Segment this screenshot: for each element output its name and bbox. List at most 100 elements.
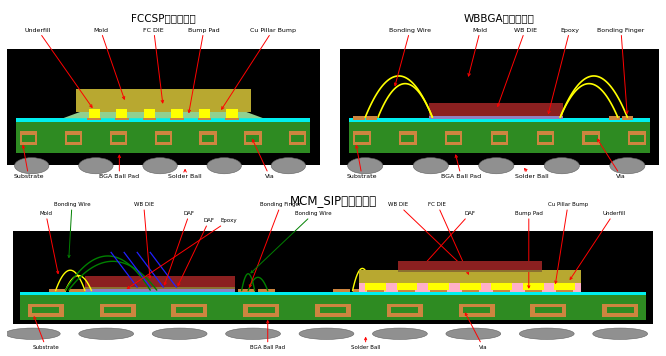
Bar (399, 131, 402, 145)
Bar (315, 304, 351, 307)
Bar (556, 290, 573, 292)
Bar (459, 304, 464, 317)
Bar (258, 289, 275, 293)
Bar (80, 131, 82, 145)
Bar (20, 142, 37, 145)
Bar (387, 304, 423, 307)
Ellipse shape (15, 158, 49, 174)
Bar (399, 131, 417, 135)
Polygon shape (63, 107, 263, 118)
Bar (87, 118, 101, 120)
Bar (582, 142, 600, 145)
Text: Mold: Mold (93, 28, 125, 99)
Text: FC DIE: FC DIE (428, 202, 469, 274)
Bar (399, 142, 417, 145)
Bar (582, 131, 585, 145)
Text: Solder Ball: Solder Ball (515, 169, 548, 179)
Bar (116, 109, 127, 118)
Text: Epoxy: Epoxy (127, 218, 237, 288)
Bar (143, 118, 157, 120)
Bar (353, 116, 364, 120)
Bar (170, 118, 184, 120)
Text: Mold: Mold (468, 28, 488, 76)
Text: WB DIE: WB DIE (134, 202, 154, 278)
Text: Bonding Finger: Bonding Finger (249, 202, 301, 287)
Text: Solder Ball: Solder Ball (351, 337, 380, 350)
Bar (49, 289, 66, 293)
Ellipse shape (348, 158, 383, 174)
Bar (398, 290, 416, 292)
Bar (226, 109, 238, 118)
Text: BGA Ball Pad: BGA Ball Pad (250, 321, 285, 350)
Bar (198, 118, 211, 120)
Bar (28, 304, 33, 317)
Bar (366, 116, 378, 120)
Bar (428, 283, 449, 290)
Bar (530, 304, 566, 307)
Text: MCM_SIP封装示意图: MCM_SIP封装示意图 (290, 194, 376, 207)
Bar (289, 142, 306, 145)
Bar (171, 304, 207, 307)
Bar (155, 142, 172, 145)
Bar (628, 142, 646, 145)
Bar (352, 289, 370, 293)
Text: Underfill: Underfill (570, 211, 625, 279)
Bar (100, 313, 136, 317)
Bar (110, 142, 127, 145)
Ellipse shape (544, 158, 579, 174)
Bar (346, 304, 351, 317)
Text: WB DIE: WB DIE (498, 28, 537, 106)
Bar (491, 131, 493, 145)
Ellipse shape (143, 158, 177, 174)
Bar (340, 49, 659, 165)
Text: Cu Pillar Bump: Cu Pillar Bump (222, 28, 296, 109)
Bar (460, 131, 462, 145)
Bar (65, 131, 67, 145)
Bar (225, 118, 239, 120)
Text: Via: Via (466, 313, 488, 350)
Bar (418, 304, 423, 317)
Text: Bonding Wire: Bonding Wire (251, 211, 332, 273)
Ellipse shape (79, 158, 113, 174)
Bar (110, 131, 112, 145)
Bar (214, 131, 216, 145)
Bar (274, 304, 279, 317)
Bar (506, 131, 508, 145)
Bar (59, 304, 64, 317)
Bar (365, 283, 386, 290)
Bar (537, 142, 554, 145)
Bar (155, 131, 157, 145)
Text: BGA Ball Pad: BGA Ball Pad (99, 155, 139, 179)
Bar (353, 142, 371, 145)
Text: Solder Ball: Solder Ball (168, 169, 202, 179)
Bar (523, 283, 543, 290)
Bar (315, 313, 351, 317)
Bar (398, 270, 542, 272)
Bar (171, 109, 182, 118)
Ellipse shape (610, 158, 645, 174)
Bar (155, 131, 172, 135)
Bar (387, 304, 392, 317)
Bar (609, 116, 620, 120)
Bar (414, 131, 417, 145)
Text: Bonding Finger: Bonding Finger (597, 28, 645, 114)
Bar (7, 49, 320, 165)
Bar (491, 283, 512, 290)
Bar (238, 289, 255, 293)
Text: Cu Pillar Bump: Cu Pillar Bump (548, 202, 588, 283)
Bar (459, 313, 495, 317)
Bar (602, 304, 638, 307)
Bar (628, 131, 631, 145)
Bar (537, 131, 539, 145)
Polygon shape (75, 89, 251, 112)
Bar (530, 304, 535, 317)
Text: Mold: Mold (39, 211, 59, 273)
Bar (69, 289, 86, 293)
Bar (20, 295, 646, 320)
Bar (582, 131, 600, 135)
Bar (554, 283, 575, 290)
Bar (445, 142, 462, 145)
Bar (429, 116, 563, 119)
Bar (491, 142, 508, 145)
Text: DAF: DAF (178, 218, 214, 286)
